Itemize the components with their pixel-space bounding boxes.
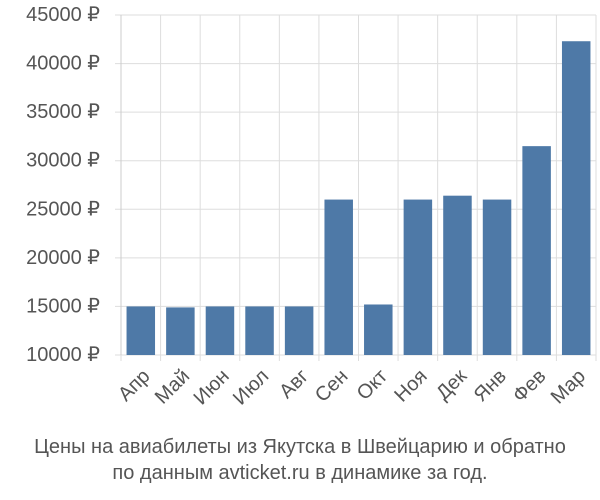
y-tick-label: 10000 ₽	[26, 344, 100, 366]
bar	[443, 195, 472, 355]
y-tick-label: 40000 ₽	[26, 53, 100, 75]
x-tick-label: Фев	[509, 365, 551, 407]
y-tick-label: 30000 ₽	[26, 150, 100, 172]
y-tick-label: 35000 ₽	[26, 101, 100, 123]
bar	[522, 146, 551, 355]
y-tick-label: 45000 ₽	[26, 4, 100, 26]
bar	[245, 306, 274, 355]
x-tick-label: Дек	[432, 365, 471, 404]
x-tick-label: Сен	[311, 365, 352, 406]
x-tick-label: Май	[151, 365, 194, 408]
y-tick-label: 15000 ₽	[26, 295, 100, 317]
bar-chart: 10000 ₽ 15000 ₽ 20000 ₽ 25000 ₽ 30000 ₽ 35000…	[26, 4, 597, 409]
bar	[403, 199, 433, 355]
x-tick-label: Авг	[275, 365, 313, 403]
bar	[205, 306, 235, 355]
x-tick-label: Мар	[547, 365, 590, 408]
bar	[166, 307, 195, 355]
chart-caption-line-2: по данным avticket.ru в динамике за год.	[112, 462, 488, 484]
x-tick-label: Ноя	[390, 365, 431, 406]
bars	[126, 41, 591, 355]
chart-caption-line-1: Цены на авиабилеты из Якутска в Швейцари…	[34, 436, 566, 458]
bar	[126, 306, 156, 355]
y-tick-label: 25000 ₽	[26, 198, 100, 220]
x-tick-label: Апр	[114, 365, 155, 406]
y-tick-label: 20000 ₽	[26, 247, 100, 269]
bar	[324, 199, 353, 355]
x-tick-label: Окт	[353, 365, 392, 404]
x-tick-label: Июн	[190, 365, 234, 409]
x-tick-label: Янв	[470, 365, 511, 406]
bar	[561, 41, 591, 355]
bar	[364, 304, 393, 355]
y-tick-labels: 10000 ₽ 15000 ₽ 20000 ₽ 25000 ₽ 30000 ₽ 35000…	[26, 4, 100, 366]
x-tick-label: Июл	[229, 365, 273, 409]
grid-lines	[115, 14, 597, 361]
bar	[284, 306, 314, 355]
bar	[482, 199, 512, 355]
